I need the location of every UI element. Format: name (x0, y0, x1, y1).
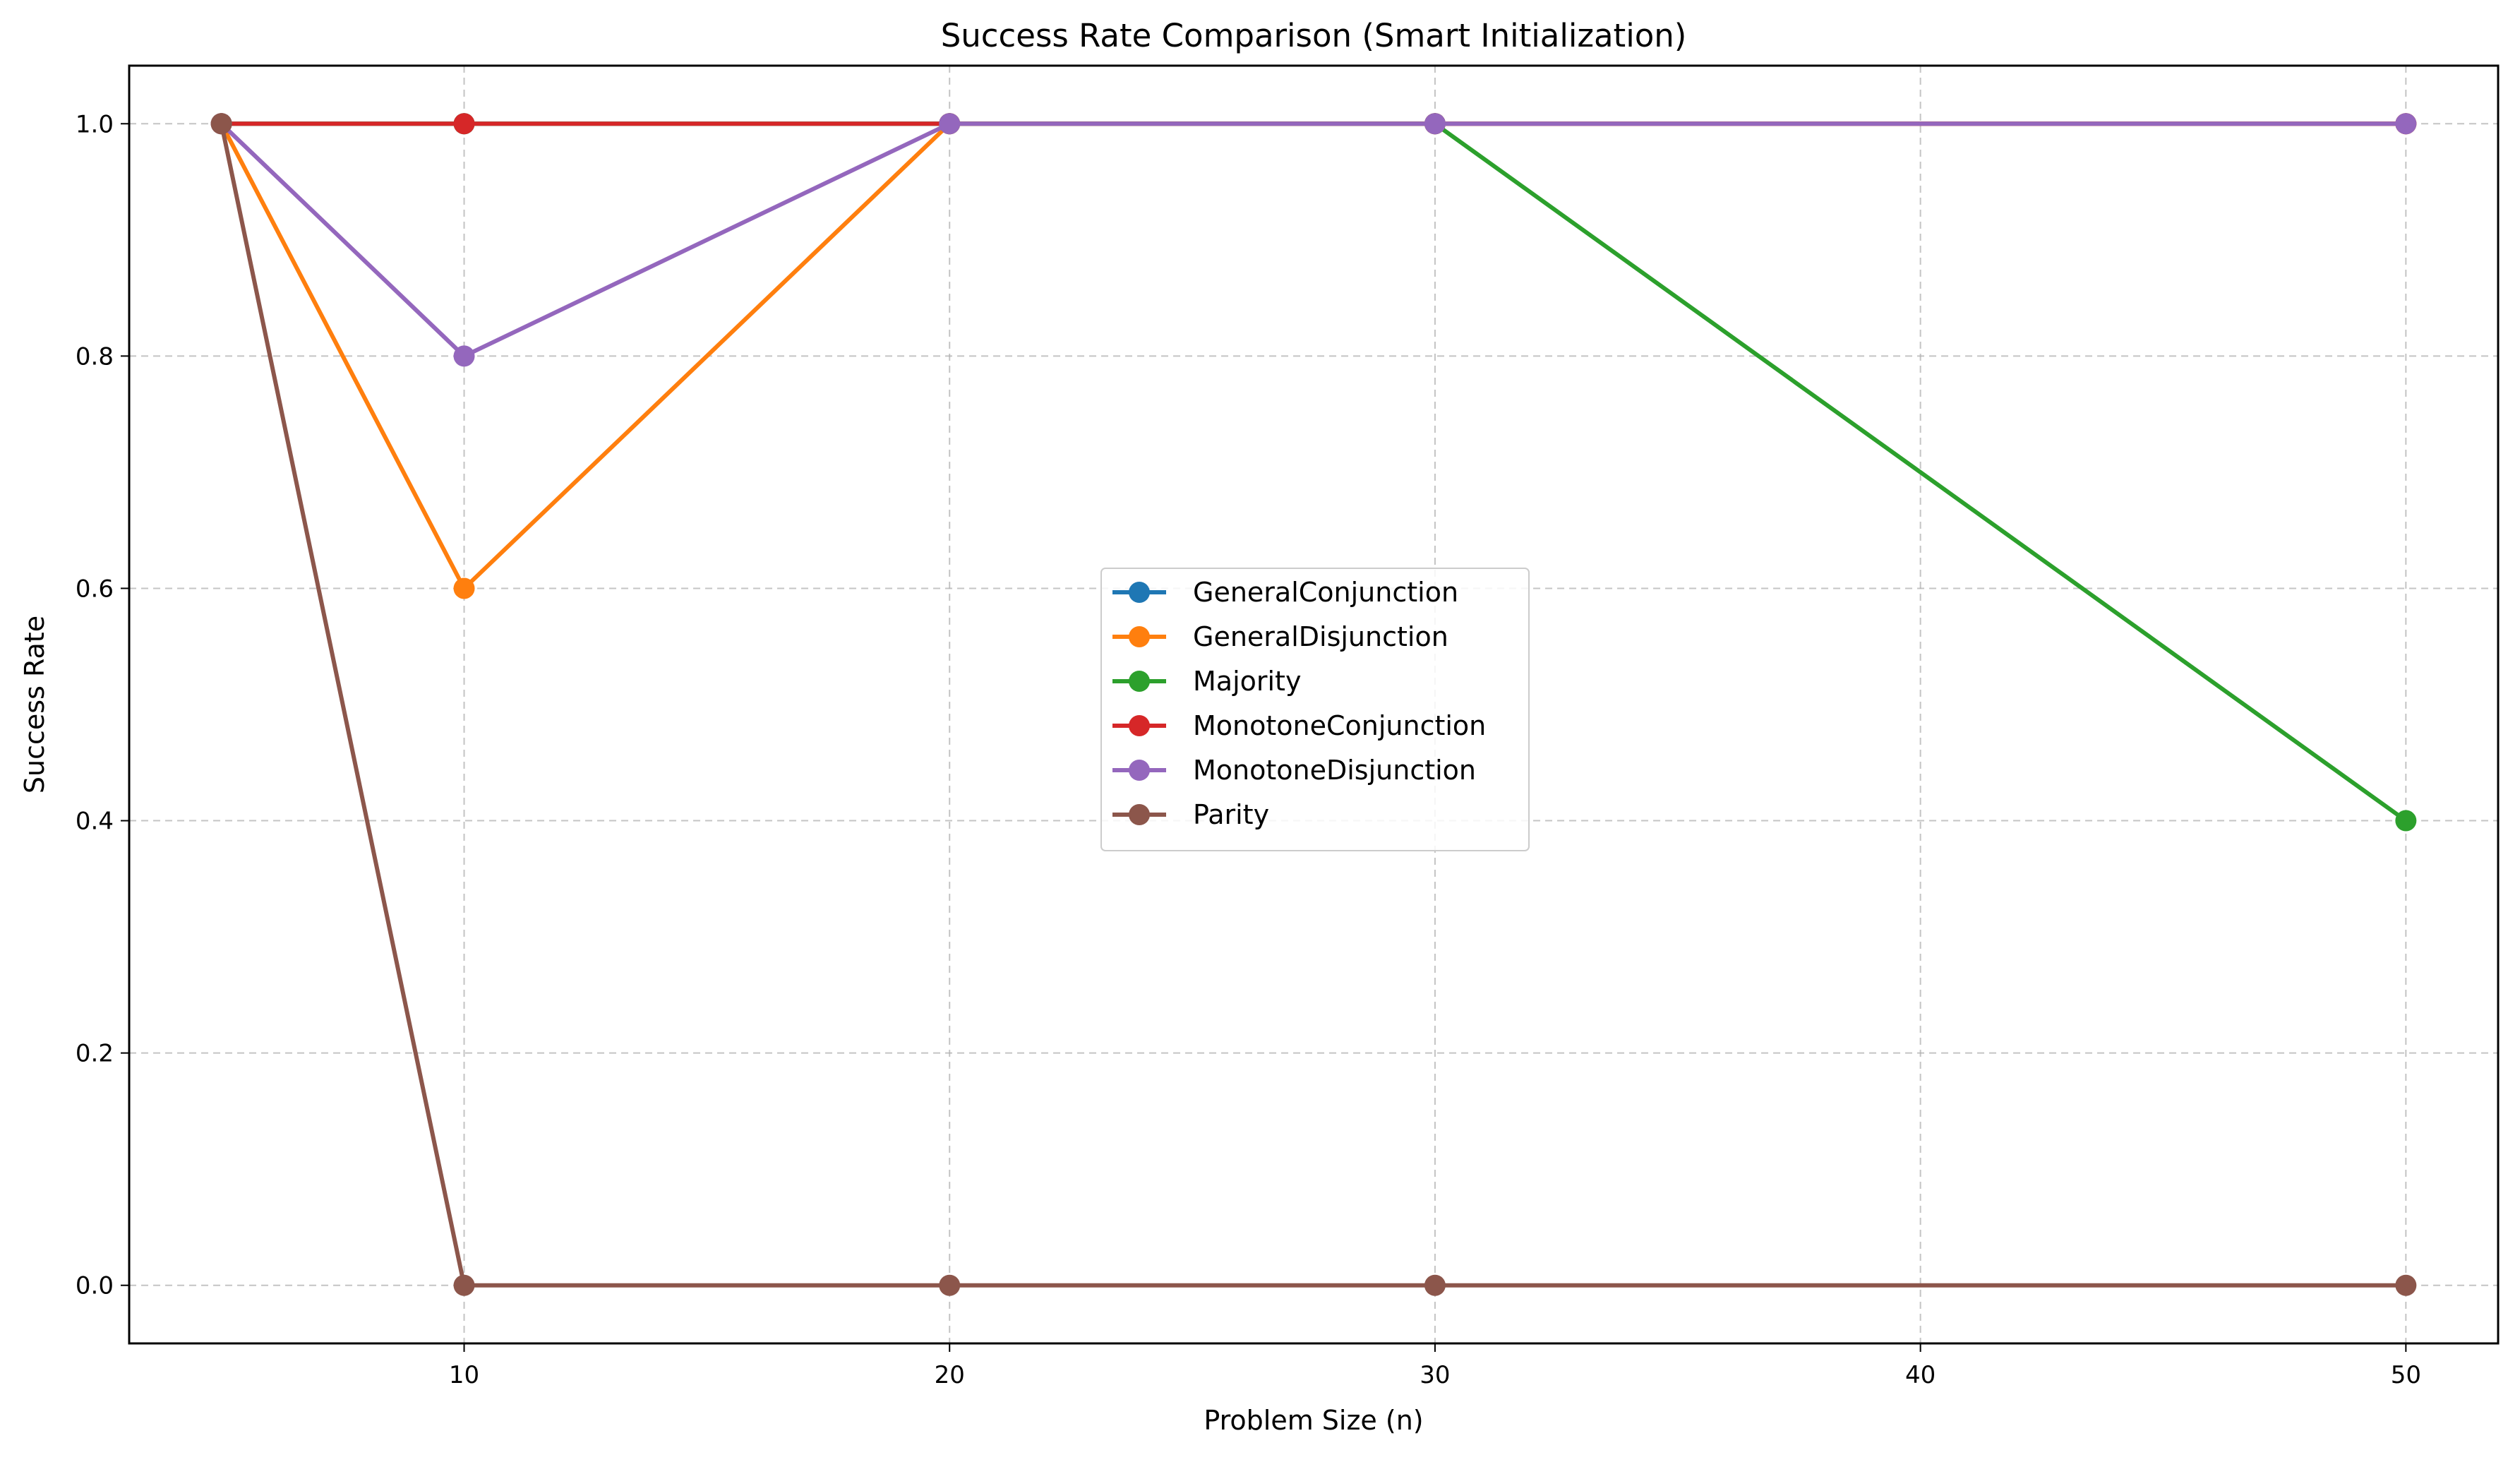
data-point (939, 113, 961, 135)
legend-label: Parity (1193, 799, 1269, 830)
legend-item: GeneralDisjunction (1112, 621, 1448, 652)
data-point (1424, 1274, 1446, 1296)
data-point (453, 577, 475, 599)
legend-box (1100, 568, 1530, 851)
data-point (453, 113, 475, 135)
legend-marker (1129, 715, 1150, 736)
data-point (453, 1274, 475, 1296)
data-point (453, 345, 475, 367)
x-tick-label: 30 (1420, 1361, 1450, 1389)
legend-marker (1129, 626, 1150, 647)
plot-area-frame (128, 64, 2500, 1345)
legend-marker (1129, 760, 1150, 781)
axis-ticks: 10 20 30 40 50 0.0 0.2 0.4 0.6 0.8 1.0 (76, 110, 2421, 1389)
legend-item: MonotoneConjunction (1112, 710, 1486, 741)
data-point (1424, 113, 1446, 135)
legend: GeneralConjunction GeneralDisjunction Majo… (1100, 568, 1530, 851)
legend-item: Parity (1112, 799, 1269, 830)
y-axis-label: Success Rate (19, 616, 50, 793)
y-tick-label: 0.4 (76, 808, 114, 836)
legend-label: MonotoneDisjunction (1193, 755, 1476, 786)
y-tick-label: 0.0 (76, 1272, 114, 1300)
legend-label: GeneralDisjunction (1193, 621, 1448, 652)
x-tick-label: 10 (449, 1361, 479, 1389)
data-point (2395, 1274, 2417, 1296)
x-tick-label: 50 (2391, 1361, 2421, 1389)
x-tick-label: 20 (935, 1361, 965, 1389)
y-tick-label: 0.6 (76, 575, 114, 603)
x-axis-label: Problem Size (n) (1204, 1405, 1423, 1436)
data-point (210, 113, 232, 135)
data-point (2395, 810, 2417, 832)
chart-title: Success Rate Comparison (Smart Initializ… (941, 17, 1687, 54)
legend-marker (1129, 582, 1150, 603)
legend-marker (1129, 804, 1150, 825)
data-point (939, 1274, 961, 1296)
legend-label: MonotoneConjunction (1193, 710, 1486, 741)
x-tick-label: 40 (1905, 1361, 1936, 1389)
y-tick-label: 0.8 (76, 342, 114, 371)
legend-marker (1129, 671, 1150, 692)
legend-item: GeneralConjunction (1112, 577, 1458, 608)
legend-item: MonotoneDisjunction (1112, 755, 1476, 786)
legend-label: GeneralConjunction (1193, 577, 1458, 608)
series-lines (210, 113, 2417, 1296)
data-point (2395, 113, 2417, 135)
legend-label: Majority (1193, 666, 1301, 697)
series-Parity (210, 113, 2417, 1296)
legend-item: Majority (1112, 666, 1301, 697)
y-tick-label: 1.0 (76, 110, 114, 138)
y-tick-label: 0.2 (76, 1040, 114, 1068)
